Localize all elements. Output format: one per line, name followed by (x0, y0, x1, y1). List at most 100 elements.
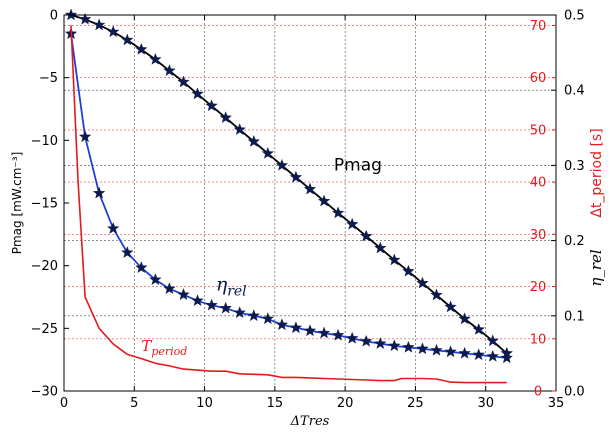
series-point-left (191, 87, 204, 100)
tick-layer: 0 5 10 15 20 25 30 35 0 −5 −10 −15 −20 −25 −30 0.5 0.4 0.… (31, 9, 585, 412)
series-point-left (486, 334, 499, 347)
series-point-left (303, 182, 317, 195)
series-point-right_black (388, 339, 401, 352)
y-axis-left-label: Pmag [mW.cm⁻³] (10, 152, 24, 255)
series-point-left (121, 33, 134, 46)
series-point-right_black (345, 331, 359, 344)
series-layer (64, 8, 514, 384)
series-point-right_black (261, 312, 275, 325)
x-tick-label: 30 (477, 396, 494, 411)
y-left-tick-label: −15 (31, 197, 58, 212)
y-right-red-tick-label: 20 (530, 280, 547, 295)
series-point-right_black (78, 130, 92, 143)
series-point-right_black (317, 326, 331, 339)
x-tick-label: 25 (407, 396, 424, 411)
series-point-right_black (121, 246, 134, 258)
y-left-tick-label: −20 (31, 259, 58, 274)
y-right-black-tick-label: 0.5 (564, 9, 585, 24)
series-point-right_black (486, 349, 499, 362)
series-point-left (275, 158, 289, 171)
series-point-right_black (205, 298, 218, 311)
series-point-right_black (219, 301, 232, 314)
y-right-red-tick-label: 40 (530, 176, 547, 191)
series-point-left (430, 288, 443, 301)
series-point-left (163, 64, 176, 77)
series-point-right_black (430, 343, 443, 356)
y-axis-left-label-text: Pmag [mW.cm⁻³] (10, 152, 24, 255)
series-point-right_black (500, 351, 514, 364)
series-point-left (78, 12, 92, 25)
series-point-right_black (149, 273, 162, 286)
y-left-tick-label: 0 (50, 9, 58, 24)
series-point-left (205, 99, 218, 112)
series-point-left (331, 206, 345, 219)
series-point-right_black (177, 288, 190, 301)
y-left-tick-label: −10 (31, 134, 58, 149)
x-tick-label: 35 (548, 396, 565, 411)
series-point-right_black (247, 309, 261, 322)
x-tick-label: 0 (60, 396, 68, 411)
series-point-left (64, 8, 78, 21)
series-line-right_red (70, 25, 507, 384)
grid-layer (64, 15, 556, 392)
y-right-black-tick-label: 0.3 (564, 159, 585, 174)
y-left-tick-label: −30 (31, 385, 58, 400)
series-point-right_black (374, 337, 387, 349)
y-right-red-tick-label: 10 (530, 332, 547, 347)
series-point-right_black (275, 318, 289, 331)
y-axis-right-red-label-text: Δt_period [s] (589, 128, 605, 217)
series-point-right_black (191, 294, 204, 307)
series-point-left (317, 194, 331, 207)
y-right-red-tick-label: 30 (530, 228, 547, 243)
series-point-left (247, 135, 261, 147)
series-point-left (106, 25, 120, 38)
x-tick-label: 10 (196, 396, 213, 411)
y-right-black-tick-label: 0.0 (564, 385, 585, 400)
y-right-red-tick-label: 0 (534, 385, 542, 400)
series-point-left (345, 217, 359, 230)
y-right-red-tick-label: 50 (530, 123, 547, 138)
series-point-left (374, 241, 387, 254)
series-point-right_black (303, 324, 317, 337)
series-point-right_black (289, 321, 303, 334)
x-axis-label: ΔTres (290, 414, 330, 429)
series-point-left (233, 123, 246, 135)
y-left-tick-label: −5 (39, 71, 58, 86)
x-tick-label: 5 (130, 396, 138, 411)
series-point-left (444, 300, 457, 313)
series-point-right_black (444, 345, 457, 358)
series-point-right_black (402, 340, 415, 353)
y-right-red-tick-label: 60 (530, 71, 547, 86)
series-point-right_black (458, 346, 471, 359)
series-point-left (416, 276, 429, 289)
y-left-tick-label: −25 (31, 322, 58, 337)
series-point-right_black (106, 222, 120, 234)
y-right-black-tick-label: 0.4 (564, 84, 585, 99)
series-point-right_black (135, 261, 148, 273)
y-axis-right-black-label: η_rel (587, 249, 605, 287)
series-point-left (177, 75, 190, 88)
series-point-right_black (163, 282, 176, 295)
series-point-right_black (92, 186, 106, 199)
series-point-left (402, 264, 415, 277)
series-point-left (135, 42, 148, 55)
series-point-right_black (359, 334, 373, 347)
series-point-left (458, 312, 471, 325)
y-right-red-tick-label: 70 (530, 19, 547, 34)
series-point-right_black (416, 342, 429, 355)
series-point-left (359, 229, 373, 242)
series-point-left (261, 146, 275, 159)
y-right-black-tick-label: 0.2 (564, 234, 585, 249)
series-point-left (289, 170, 303, 183)
series-point-left (388, 253, 401, 266)
x-tick-label: 20 (337, 396, 354, 411)
series-point-right_black (233, 306, 246, 319)
series-point-left (92, 18, 106, 31)
series-point-left (219, 111, 232, 124)
x-tick-label: 15 (267, 396, 284, 411)
y-axis-right-black-label-text: η_rel (587, 249, 605, 287)
annotation-pmag: Pmag (334, 155, 382, 175)
series-point-right_black (472, 348, 485, 361)
